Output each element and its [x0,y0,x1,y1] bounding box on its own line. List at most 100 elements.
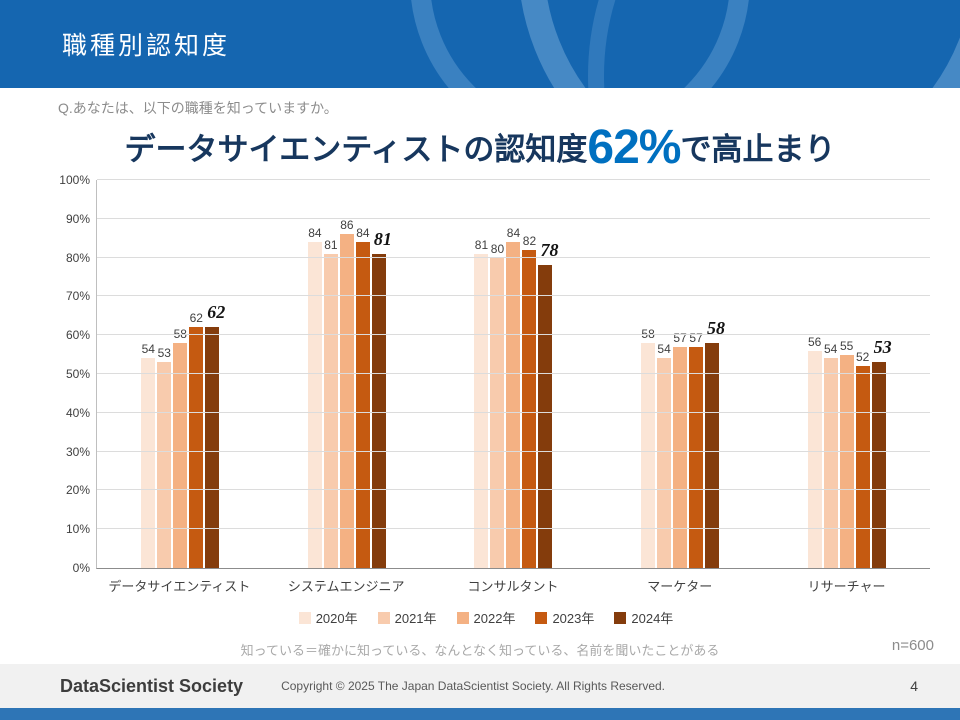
y-axis-tick-label: 20% [65,483,90,498]
bar-value-label: 84 [308,226,322,241]
bar-value-label: 58 [641,326,655,341]
category-axis: データサイエンティスト システムエンジニア コンサルタント マーケター リサーチャー [96,576,930,595]
chart-headline: データサイエンティストの認知度62%で高止まり [0,120,960,175]
bar-cluster: 56 54 55 52 53 [807,180,892,568]
bar: 53 [871,337,892,568]
y-axis-tick-label: 0% [72,561,90,575]
bar-cluster: 54 53 58 62 62 [141,180,225,568]
y-axis-tick-label: 70% [65,289,90,304]
bar-value-label: 78 [540,240,559,261]
bar-value-label: 86 [340,218,354,233]
sample-size: n=600 [891,637,934,654]
bar-value-label: 55 [839,338,854,353]
gridline [97,528,930,530]
bar-value-label: 62 [207,302,226,323]
x-axis-category-label: データサイエンティスト [108,579,251,594]
bar-group: 58 54 57 57 58 [597,180,764,568]
bar: 54 [823,342,838,568]
legend-item: 2020年 [298,608,358,627]
headline-prefix: データサイエンティストの認知度 [124,132,588,167]
bar-cluster: 81 80 84 82 78 [474,180,558,568]
y-axis-tick-label: 30% [65,444,90,459]
bar: 86 [339,218,354,568]
bar: 84 [307,226,322,568]
bar-chart: 54 53 58 62 62 84 81 86 84 81 81 80 84 82 78 58 54 57 57 58… [36,172,936,626]
legend-swatch-icon [614,611,627,624]
page-number: 4 [910,678,918,694]
bar-value-label: 81 [373,228,392,249]
headline-suffix: で高止まり [680,132,836,167]
legend-swatch-icon [298,611,311,624]
bar: 56 [807,335,822,568]
bar-value-label: 62 [189,311,203,326]
bar-value-label: 80 [490,241,505,256]
bar-value-label: 82 [522,233,537,248]
bar-value-label: 58 [173,326,187,341]
y-axis-tick-label: 40% [65,405,90,420]
slide-footer: DataScientist Society Copyright © 2025 T… [0,664,960,708]
legend-item: 2021年 [377,608,437,627]
page-title: 職種別認知度 [62,32,231,60]
bar-value-label: 54 [823,342,838,357]
bar-value-label: 54 [141,342,155,357]
gridline [97,256,930,258]
bar-value-label: 57 [689,330,703,345]
bar: 52 [855,350,870,568]
survey-question: Q.あなたは、以下の職種を知っていますか。 [58,100,338,116]
bar: 54 [141,342,156,568]
gridline [97,179,930,180]
copyright-text: Copyright © 2025 The Japan DataScientist… [281,679,666,693]
bar-group: 84 81 86 84 81 [264,180,431,568]
bar-value-label: 56 [807,334,822,349]
bar: 57 [673,331,688,568]
bar: 62 [205,302,225,568]
x-axis-category-label: システムエンジニア [287,579,405,594]
plot-area: 54 53 58 62 62 84 81 86 84 81 81 80 84 82 78 58 54 57 57 58… [59,173,930,575]
chart-legend: 2020年 2021年 2022年 2023年 2024年 [36,608,936,627]
y-axis-tick-label: 100% [59,173,90,187]
bar-group: 54 53 58 62 62 [97,180,264,568]
x-axis-category-label: マーケター [647,579,713,594]
slide-header: 職種別認知度 [0,0,960,88]
bar: 58 [641,327,656,568]
legend-swatch-icon [377,611,390,624]
bar: 53 [157,346,172,568]
legend-label: 2021年 [394,611,437,626]
legend-item: 2024年 [614,608,673,627]
gridline [97,411,930,413]
gridline [97,295,930,297]
y-axis-tick-label: 90% [65,211,90,226]
gridline [97,373,930,374]
bar: 58 [705,318,725,568]
legend-swatch-icon [535,611,548,624]
bar-value-label: 84 [506,226,521,241]
bar: 84 [506,226,521,568]
definition-note: 知っている＝確かに知っている、なんとなく知っている、名前を聞いたことがある [240,643,720,658]
bar: 55 [839,339,854,568]
bar-cluster: 84 81 86 84 81 [307,180,392,568]
bar: 58 [173,327,188,568]
legend-item: 2022年 [456,608,515,627]
bar-groups: 54 53 58 62 62 84 81 86 84 81 81 80 84 82 78 58 54 57 57 58… [97,180,930,568]
gridline [97,217,930,219]
bar-value-label: 53 [873,337,892,358]
bar-value-label: 81 [474,237,489,252]
y-axis-tick-label: 50% [65,367,90,381]
bar: 54 [657,342,672,568]
bar-group: 81 80 84 82 78 [430,180,597,568]
headline-highlight: 62% [587,121,681,174]
bar: 84 [355,226,370,568]
y-axis-tick-label: 10% [65,522,90,537]
gridline [97,334,930,336]
legend-label: 2023年 [552,611,595,626]
x-axis-category-label: コンサルタント [467,579,559,594]
bar-value-label: 58 [707,317,726,338]
bar-value-label: 53 [157,346,171,361]
legend-swatch-icon [456,611,469,624]
bar: 57 [689,331,704,568]
bar: 62 [189,311,204,568]
bottom-accent-bar [0,708,960,720]
y-axis-tick-label: 60% [65,328,90,343]
bar-value-label: 54 [657,342,671,357]
y-axis-tick-label: 80% [65,250,90,265]
